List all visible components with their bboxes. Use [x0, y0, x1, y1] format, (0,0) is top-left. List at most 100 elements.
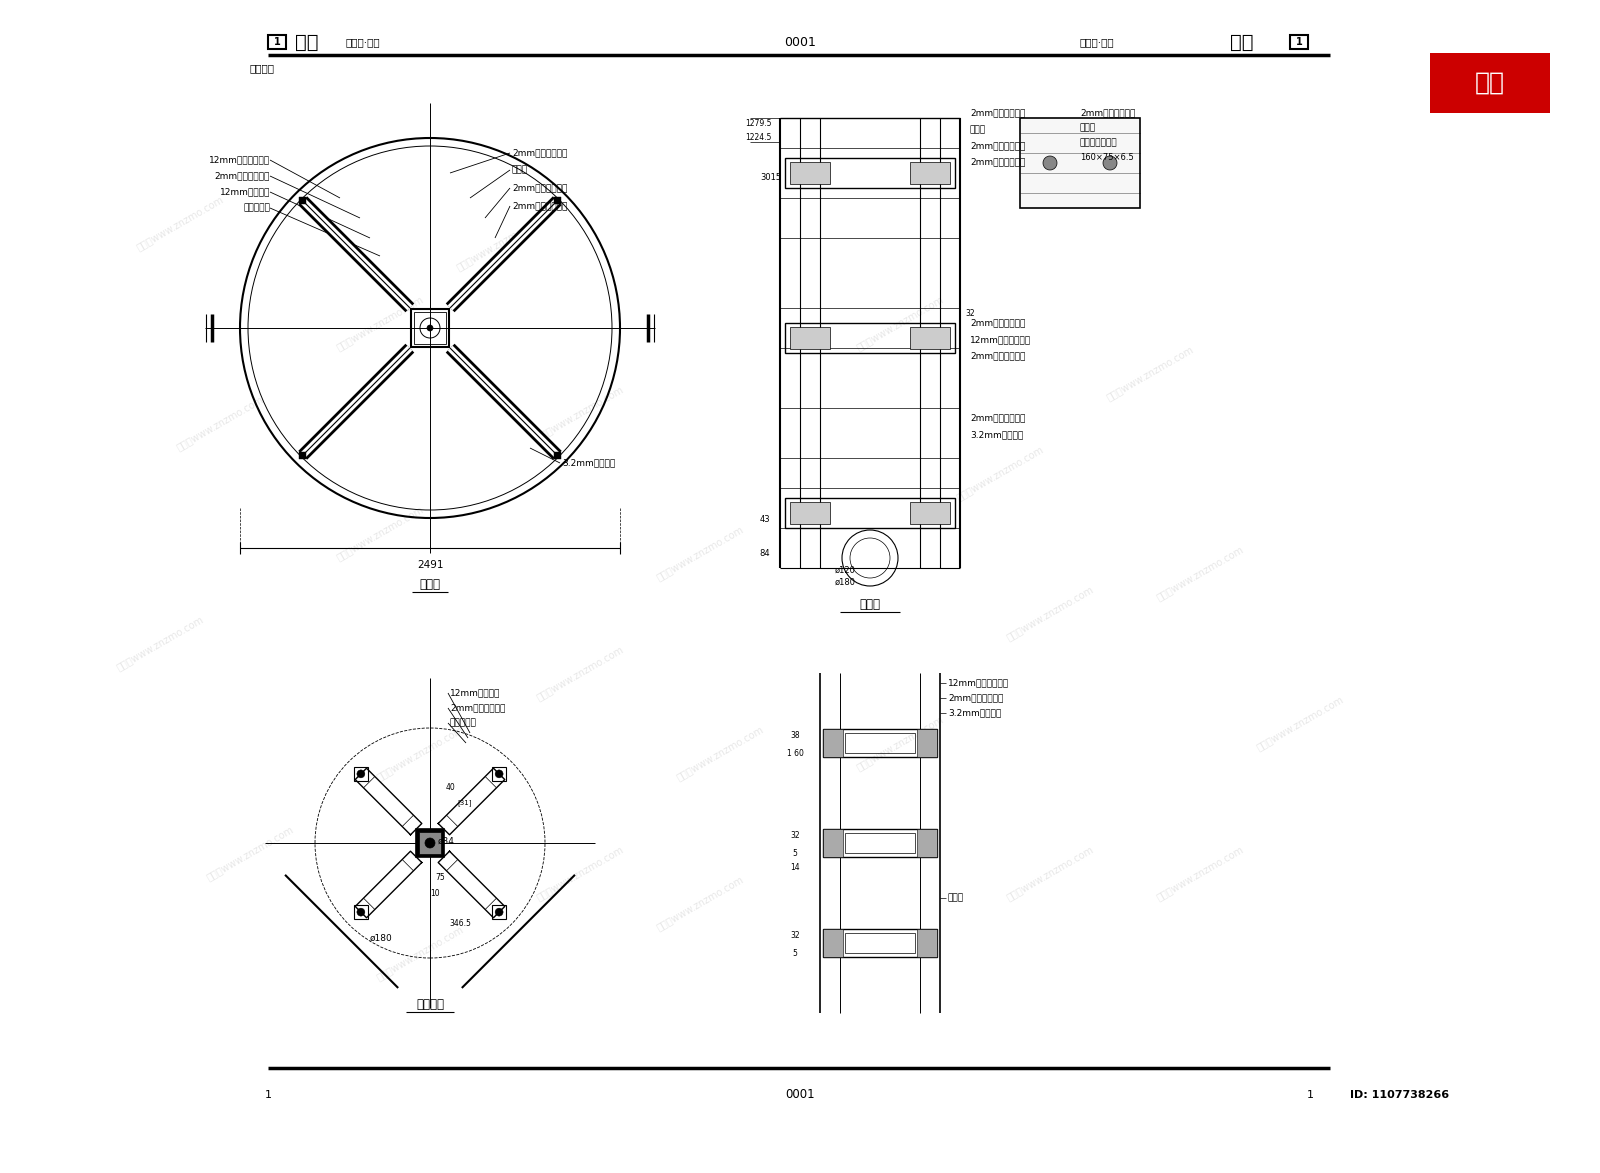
Text: 1224.5: 1224.5	[746, 134, 771, 142]
Text: 2mm不锈钢板包边: 2mm不锈钢板包边	[214, 171, 270, 181]
Text: 12mm夹形钢化玻璃: 12mm夹形钢化玻璃	[210, 156, 270, 164]
Text: 知末网www.znzmo.com: 知末网www.znzmo.com	[454, 213, 546, 272]
Circle shape	[494, 908, 502, 916]
Text: 2mm不锈钢板包边: 2mm不锈钢板包边	[970, 352, 1026, 360]
Text: 38: 38	[790, 732, 800, 740]
Bar	[1021, 118, 1139, 208]
Text: 知末: 知末	[1475, 72, 1506, 95]
Text: 1 60: 1 60	[787, 748, 803, 758]
Text: 知末网www.znzmo.com: 知末网www.znzmo.com	[134, 194, 226, 252]
Text: 知末网www.znzmo.com: 知末网www.znzmo.com	[654, 874, 746, 933]
Text: 知末网www.znzmo.com: 知末网www.znzmo.com	[534, 384, 626, 442]
Bar	[1430, 53, 1550, 113]
Bar	[786, 499, 955, 528]
Text: 10: 10	[430, 888, 440, 897]
Text: 2mm不锈钢板包边: 2mm不锈钢板包边	[512, 149, 568, 157]
Text: 32: 32	[790, 931, 800, 941]
Text: 0001: 0001	[784, 35, 816, 48]
Text: ID: 1107738266: ID: 1107738266	[1350, 1090, 1450, 1100]
Text: 1279.5: 1279.5	[746, 118, 771, 128]
Text: 知末网www.znzmo.com: 知末网www.znzmo.com	[1005, 584, 1096, 642]
Bar	[910, 162, 950, 184]
Bar	[554, 452, 560, 459]
Text: 知末网www.znzmo.com: 知末网www.znzmo.com	[205, 823, 296, 882]
Text: 知末网www.znzmo.com: 知末网www.znzmo.com	[334, 504, 426, 562]
Text: 橡胶条: 橡胶条	[512, 165, 528, 175]
Bar	[299, 452, 306, 459]
Text: 平剖详图: 平剖详图	[416, 998, 445, 1011]
Text: ø180: ø180	[835, 577, 856, 586]
Circle shape	[357, 908, 365, 916]
Bar	[822, 728, 843, 757]
Text: 43: 43	[760, 515, 770, 524]
Text: 3.2mm加强钢板: 3.2mm加强钢板	[562, 459, 616, 468]
Text: 3015: 3015	[760, 174, 781, 183]
Bar	[269, 35, 286, 49]
Text: 防鑫金属件: 防鑫金属件	[450, 719, 477, 727]
Text: 橡胶条: 橡胶条	[947, 894, 965, 902]
Bar	[822, 728, 938, 757]
Text: 2mm不锈钢板隔断: 2mm不锈钢板隔断	[947, 693, 1003, 703]
Text: 2mm不锈钢板贴模: 2mm不锈钢板贴模	[970, 319, 1026, 327]
Bar	[917, 929, 938, 957]
Circle shape	[357, 769, 365, 778]
Text: 橡胶条: 橡胶条	[970, 126, 986, 135]
Bar	[917, 829, 938, 857]
Text: 知末网www.znzmo.com: 知末网www.znzmo.com	[854, 714, 946, 772]
Text: 3.2mm加强钢板: 3.2mm加强钢板	[970, 430, 1024, 440]
Text: 12mm夹形钢化玻璃: 12mm夹形钢化玻璃	[947, 678, 1010, 687]
Text: 知末网www.znzmo.com: 知末网www.znzmo.com	[1005, 843, 1096, 902]
Bar	[786, 323, 955, 353]
Bar	[414, 312, 446, 344]
Bar	[845, 733, 915, 753]
Text: 2491: 2491	[416, 560, 443, 570]
Text: 平面图: 平面图	[419, 578, 440, 591]
Bar	[299, 197, 306, 204]
Bar	[790, 162, 830, 184]
Bar	[910, 502, 950, 524]
Text: 2mm不锈钢板隔断: 2mm不锈钢板隔断	[970, 142, 1026, 150]
Text: 12mm夹形钢化玻璃: 12mm夹形钢化玻璃	[970, 335, 1030, 345]
Text: 知末网www.znzmo.com: 知末网www.znzmo.com	[675, 724, 765, 782]
Circle shape	[427, 325, 434, 331]
Text: 1: 1	[1307, 1090, 1314, 1100]
Bar	[786, 158, 955, 188]
Text: 0001: 0001	[786, 1089, 814, 1101]
Text: 2mm不锈钢板包边: 2mm不锈钢板包边	[970, 108, 1026, 117]
Polygon shape	[355, 768, 422, 835]
Text: 知末网www.znzmo.com: 知末网www.znzmo.com	[374, 724, 466, 782]
Bar	[910, 327, 950, 350]
Bar	[493, 767, 506, 781]
Text: [31]: [31]	[458, 800, 472, 806]
Text: 知末网www.znzmo.com: 知末网www.znzmo.com	[1254, 694, 1346, 752]
Text: 75: 75	[435, 874, 445, 882]
Bar	[411, 308, 450, 347]
Text: 橡胶条: 橡胶条	[1080, 123, 1096, 133]
Bar	[354, 906, 368, 920]
Text: 知末网www.znzmo.com: 知末网www.znzmo.com	[374, 924, 466, 982]
Polygon shape	[438, 768, 504, 835]
Bar	[822, 829, 938, 857]
Text: 2mm不锈钢板包边: 2mm不锈钢板包边	[1080, 108, 1136, 117]
Text: 3.2mm加强钢板: 3.2mm加强钢板	[947, 708, 1002, 718]
Polygon shape	[355, 852, 422, 917]
Text: 知末网www.znzmo.com: 知末网www.znzmo.com	[174, 394, 266, 452]
Text: 门式: 门式	[1230, 33, 1253, 52]
Bar	[790, 327, 830, 350]
Text: 1: 1	[274, 38, 280, 47]
Text: 知末网www.znzmo.com: 知末网www.znzmo.com	[534, 644, 626, 703]
Text: 旋转门·详图: 旋转门·详图	[346, 38, 379, 47]
Text: 知末网www.znzmo.com: 知末网www.znzmo.com	[115, 613, 205, 672]
Bar	[416, 829, 445, 857]
Text: 知末网www.znzmo.com: 知末网www.znzmo.com	[1104, 344, 1195, 402]
Circle shape	[1043, 156, 1058, 170]
Text: 1: 1	[1296, 38, 1302, 47]
Polygon shape	[438, 852, 504, 917]
Bar	[822, 929, 938, 957]
Text: 160×75×6.5: 160×75×6.5	[1080, 154, 1134, 163]
Circle shape	[494, 769, 502, 778]
Text: 知末网www.znzmo.com: 知末网www.znzmo.com	[334, 294, 426, 352]
Bar	[493, 906, 506, 920]
Text: 2mm不锈钢板包边: 2mm不锈钢板包边	[970, 157, 1026, 167]
Text: 84: 84	[760, 549, 770, 557]
